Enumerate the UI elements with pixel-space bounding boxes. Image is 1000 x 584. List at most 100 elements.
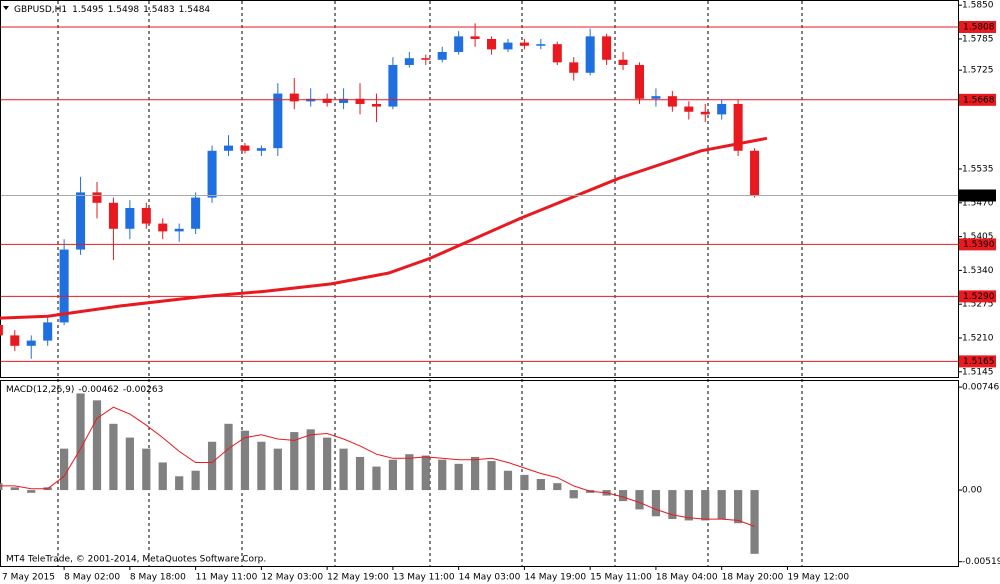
candle-body [750, 150, 760, 196]
level-label: 1.5390 [963, 240, 995, 250]
candle-body [141, 207, 151, 224]
macd-bar [339, 448, 348, 491]
x-tick-label: 7 May 2015 [2, 573, 55, 583]
x-tick-label: 12 May 19:00 [327, 573, 389, 583]
macd-bar [323, 437, 332, 491]
price-header: GBPUSD,H1 1.5495 1.5498 1.5483 1.5484 [14, 5, 210, 15]
y-tick-label: 1.5470 [962, 198, 994, 208]
candle-body [223, 145, 234, 151]
footer: MT4 TeleTrade, © 2001-2014, MetaQuotes S… [6, 555, 266, 565]
macd-bar [158, 462, 167, 491]
candle-body [454, 36, 464, 52]
macd-bar [372, 466, 381, 491]
macd-bar [207, 441, 217, 491]
y-tick-label: 1.5535 [962, 164, 994, 174]
candle-body [717, 103, 727, 115]
candle-body [667, 96, 677, 107]
level-label: 1.5808 [963, 23, 995, 33]
close-value: 1.5484 [179, 5, 211, 15]
candle-body [569, 62, 579, 73]
macd-bar [635, 490, 644, 510]
candle-body [437, 51, 447, 60]
level-box [959, 355, 996, 368]
macd-bar [750, 490, 759, 554]
candle-body [634, 64, 645, 99]
macd-bar [109, 423, 118, 491]
macd-bar [438, 459, 447, 491]
candle-body [26, 340, 36, 346]
macd-bar [701, 490, 710, 521]
x-tick-label: 19 May 12:00 [787, 573, 849, 583]
macd-bar [405, 454, 414, 491]
candle-body [59, 249, 69, 323]
macd-bar [240, 430, 250, 491]
macd-bar [224, 423, 233, 491]
macd-bar [142, 448, 151, 491]
candle-body [585, 36, 595, 73]
y-tick-label: 1.5850 [962, 1, 994, 11]
open-value: 1.5495 [72, 5, 104, 15]
macd-bar [470, 456, 480, 491]
candle-body [273, 93, 283, 149]
macd-bar [553, 483, 562, 491]
macd-bar [421, 455, 430, 491]
candle-body [43, 322, 53, 341]
candle-body [371, 103, 381, 107]
macd-bar [569, 490, 578, 499]
y-tick-label: 1.5210 [962, 333, 994, 343]
macd-bar [125, 437, 134, 491]
macd-bar [175, 476, 184, 491]
candle-body [10, 335, 20, 346]
candle-body [602, 36, 612, 60]
candle-body [651, 96, 661, 99]
low-value: 1.5483 [143, 5, 175, 15]
macd-bar [60, 448, 69, 491]
macd-bar [684, 490, 693, 521]
x-tick-label: 14 May 03:00 [459, 573, 521, 583]
signal-line [0, 406, 755, 527]
candle-body [240, 145, 250, 151]
current-price-label: 1.5484 [963, 191, 995, 201]
macd-bar [10, 487, 19, 491]
candle-body [536, 44, 546, 46]
candle-body [700, 111, 710, 115]
candle-body [92, 192, 102, 203]
macd-bar [618, 490, 628, 502]
y-tick-label: 1.5405 [962, 232, 994, 242]
candle-body [552, 44, 562, 63]
x-tick-label: 14 May 19:00 [524, 573, 586, 583]
macd-bar [191, 470, 200, 491]
x-tick-label: 8 May 02:00 [64, 573, 120, 583]
x-tick-label: 8 May 18:00 [130, 573, 186, 583]
macd-bar [454, 463, 463, 491]
moving-average [0, 136, 768, 320]
macd-bar [536, 479, 545, 491]
level-box [959, 21, 996, 34]
x-tick-label: 18 May 20:00 [722, 573, 784, 583]
menu-icon [3, 6, 9, 10]
candle-body [421, 58, 431, 60]
candle-body [0, 324, 3, 336]
candle-body [207, 150, 217, 198]
macd-bar [734, 490, 743, 524]
macd-bar [503, 470, 513, 491]
y-tick-label: 1.5275 [962, 300, 994, 310]
macd-bar [668, 490, 677, 520]
level-box [959, 93, 996, 106]
macd-bar [27, 490, 36, 493]
candle-body [487, 38, 497, 50]
macd-bar [487, 461, 496, 491]
x-tick-label: 18 May 04:00 [656, 573, 718, 583]
candle-body [388, 64, 398, 107]
candle-body [519, 42, 529, 46]
candle-body [125, 207, 135, 229]
y-tick-label: 1.5725 [962, 66, 994, 76]
candle-body [289, 93, 299, 102]
candle-body [355, 98, 365, 104]
candle-body [470, 36, 480, 39]
level-label: 1.5165 [963, 357, 995, 367]
y-tick-label: 1.5145 [962, 367, 994, 377]
x-tick-label: 15 May 11:00 [590, 573, 652, 583]
x-tick-label: 12 May 03:00 [261, 573, 323, 583]
macd-header: MACD(12,26,9) -0.00462 -0.00263 [6, 385, 163, 395]
